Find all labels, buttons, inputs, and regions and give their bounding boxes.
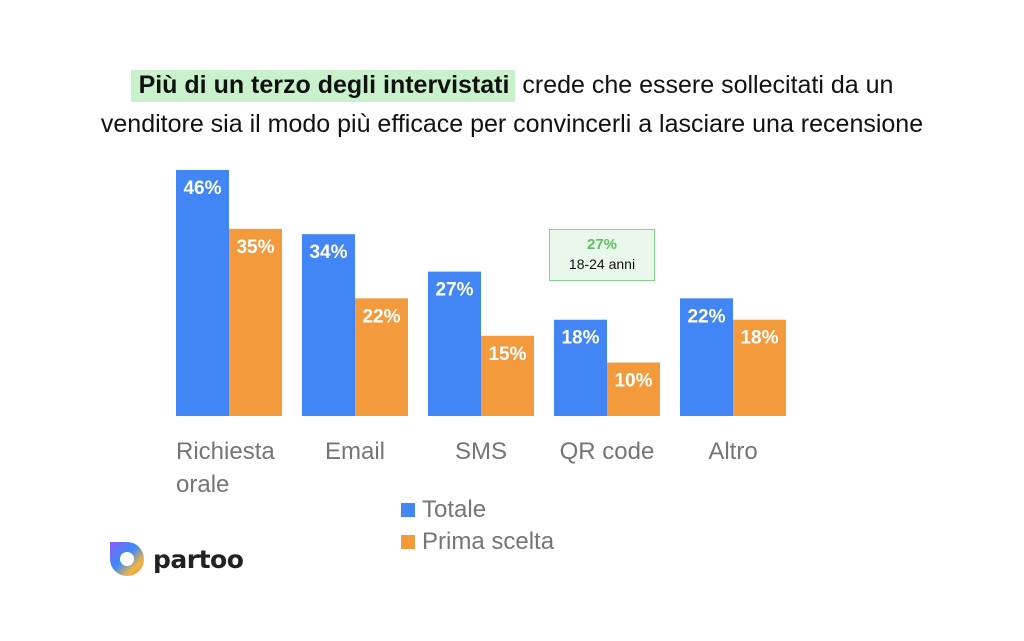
bar-value-label: 22% xyxy=(362,306,400,327)
bar-value-label: 18% xyxy=(561,328,599,349)
legend-swatch-totale xyxy=(401,503,415,517)
category-label: QR code xyxy=(560,438,655,465)
logo-text: partoo xyxy=(153,544,244,574)
bar-totale-0 xyxy=(176,170,229,416)
bar-totale-4 xyxy=(680,298,733,416)
callout-text: 18-24 anni xyxy=(568,256,636,272)
category-label: Altro xyxy=(708,438,757,465)
bar-prima-scelta-2 xyxy=(481,335,534,416)
chart-title: Più di un terzo degli intervistati crede… xyxy=(0,66,1024,144)
category-label: SMS xyxy=(455,438,507,465)
partoo-logo-icon xyxy=(110,542,144,576)
bar-prima-scelta-1 xyxy=(355,298,408,416)
title-line1-rest: crede che essere sollecitati da un xyxy=(515,71,894,99)
bar-totale-2 xyxy=(428,271,481,416)
title-line2: venditore sia il modo più efficace per c… xyxy=(100,110,924,138)
bar-value-label: 34% xyxy=(309,242,347,263)
bar-value-label: 18% xyxy=(740,328,778,349)
category-label: Richiesta xyxy=(176,438,275,465)
callout-value: 27% xyxy=(586,236,618,253)
bar-value-label: 22% xyxy=(687,306,725,327)
title-highlight: Più di un terzo degli intervistati xyxy=(130,70,516,102)
bar-value-label: 46% xyxy=(183,178,221,199)
bar-value-label: 10% xyxy=(614,371,652,392)
bar-value-label: 27% xyxy=(435,280,473,301)
legend-swatch-prima-scelta xyxy=(401,535,415,549)
bar-prima-scelta-3 xyxy=(607,362,660,416)
callout-box: 27% 18-24 anni xyxy=(549,229,655,281)
bar-prima-scelta-0 xyxy=(229,228,282,416)
bar-totale-3 xyxy=(554,319,607,416)
partoo-logo: partoo xyxy=(108,540,244,578)
legend-item-totale: Totale xyxy=(401,494,554,526)
bar-value-label: 15% xyxy=(488,344,526,365)
legend-label-totale: Totale xyxy=(422,496,487,523)
category-label: Email xyxy=(325,438,385,465)
legend-label-prima-scelta: Prima scelta xyxy=(422,528,555,555)
legend: Totale Prima scelta xyxy=(401,494,554,558)
bar-totale-1 xyxy=(302,234,355,416)
legend-item-prima-scelta: Prima scelta xyxy=(401,526,554,558)
bar-prima-scelta-4 xyxy=(733,319,786,416)
bar-value-label: 35% xyxy=(236,237,274,258)
category-label: orale xyxy=(176,471,229,498)
